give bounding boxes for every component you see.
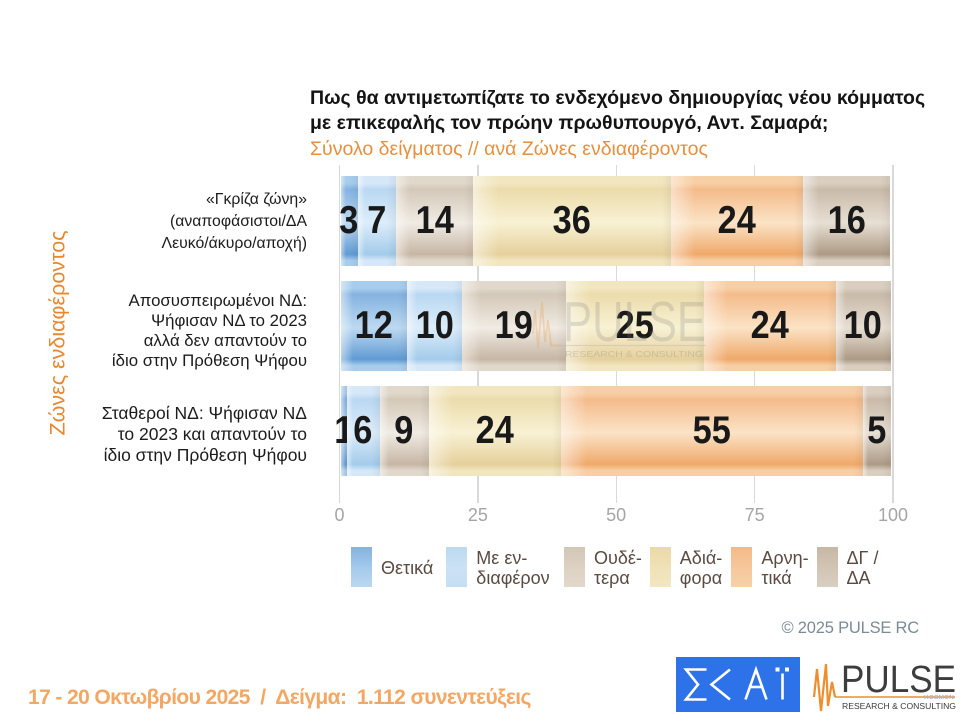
svg-text:RESEARCH & CONSULTING: RESEARCH & CONSULTING [842, 702, 956, 711]
svg-text:PULSE: PULSE [563, 290, 706, 354]
svg-text:RESEARCH & CONSULTING: RESEARCH & CONSULTING [565, 349, 703, 359]
svg-text:PULSE: PULSE [841, 659, 956, 701]
svg-text:KOSMON: KOSMON [924, 695, 954, 701]
